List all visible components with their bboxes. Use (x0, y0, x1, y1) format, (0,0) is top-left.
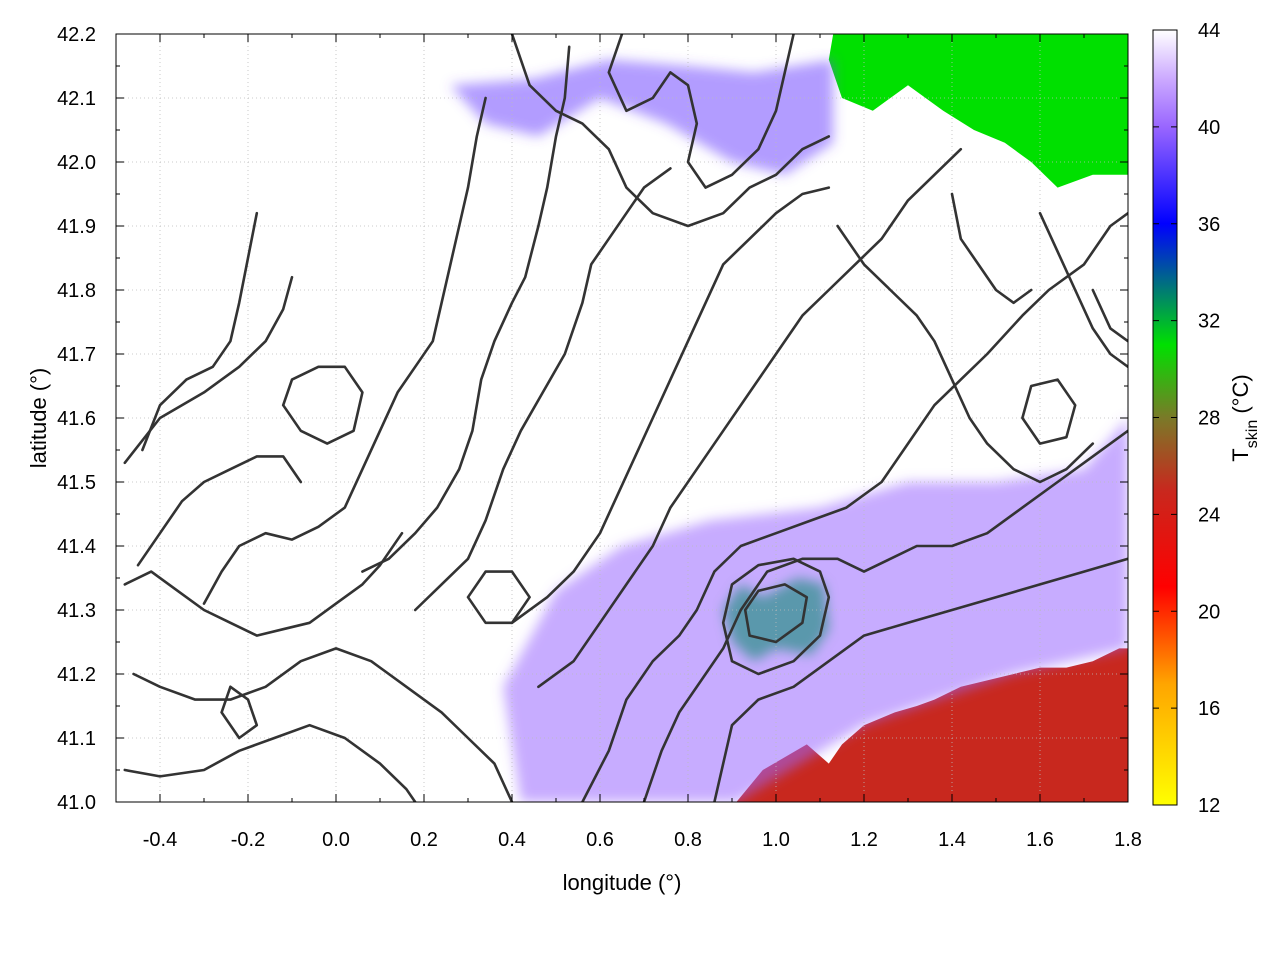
y-tick-label: 41.3 (57, 600, 96, 622)
colorbar-tick-label: 36 (1198, 214, 1220, 236)
contour-line (1021, 378, 1077, 445)
x-tick-label: 1.2 (850, 829, 878, 851)
x-tick-label: 1.0 (762, 829, 790, 851)
colorbar-tick-label: 44 (1198, 20, 1220, 42)
contour-line (413, 167, 672, 612)
colorbar-label-unit: (°C) (1228, 374, 1253, 419)
contour-line (1091, 288, 1128, 343)
x-tick-label: -0.4 (143, 829, 177, 851)
colorbar-ticks: 12 16 20 24 28 32 36 40 44 (1153, 20, 1220, 817)
contour-line (123, 531, 404, 637)
y-tick-label: 41.8 (57, 280, 96, 302)
contour-line (1038, 211, 1128, 369)
contour-line (743, 583, 809, 644)
colorbar-label: Tskin (°C) (1228, 374, 1261, 461)
contour-line (836, 224, 1095, 484)
contour-line (361, 45, 571, 573)
colorbar-tick-label: 20 (1198, 601, 1220, 623)
x-tick-label: 0.2 (410, 829, 438, 851)
colorbar-label-subscript: skin (1244, 420, 1261, 448)
contour-line (466, 570, 531, 625)
y-tick-label: 41.5 (57, 472, 96, 494)
y-axis-ticks: 41.0 41.1 41.2 41.3 41.4 41.5 41.6 41.7 41.8 41.9… (57, 24, 1128, 814)
contour-line (581, 211, 1128, 802)
contour-line (123, 723, 417, 802)
x-tick-label: 0.0 (322, 829, 350, 851)
x-tick-label: 1.6 (1026, 829, 1054, 851)
y-tick-label: 42.2 (57, 24, 96, 46)
contour-line (721, 557, 831, 676)
y-tick-label: 41.0 (57, 792, 96, 814)
contour-line (123, 275, 294, 465)
contour-line (281, 365, 364, 445)
colorbar-tick-label: 24 (1198, 504, 1220, 526)
y-tick-label: 41.7 (57, 344, 96, 366)
contour-line (132, 647, 514, 802)
temperature-field (450, 34, 1128, 802)
x-axis-label: longitude (°) (563, 870, 682, 895)
contour-line (510, 34, 831, 228)
x-tick-label: 0.6 (586, 829, 614, 851)
y-tick-label: 42.1 (57, 88, 96, 110)
contour-line (537, 147, 963, 689)
contour-line (141, 211, 259, 452)
colorbar-tick-label: 28 (1198, 408, 1220, 430)
y-tick-label: 41.1 (57, 728, 96, 750)
region-sea (736, 648, 1128, 802)
contour-line (713, 557, 1128, 802)
contour-line (136, 455, 303, 567)
colorbar-tick-label: 16 (1198, 698, 1220, 720)
x-axis-ticks: -0.4 -0.2 0.0 0.2 0.4 0.6 0.8 1.0 1.2 1.4 1.6 1.8 (115, 34, 1142, 851)
region-hot-northeast (828, 34, 1128, 188)
elevation-contours (123, 34, 1128, 802)
contour-line (642, 429, 1128, 802)
grid (116, 33, 1129, 803)
x-tick-label: 0.4 (498, 829, 526, 851)
colorbar-tick-label: 32 (1198, 311, 1220, 333)
y-axis-label: latitude (°) (26, 368, 51, 469)
contour-line (950, 192, 1033, 305)
contour-line (220, 685, 259, 740)
x-tick-label: 0.8 (674, 829, 702, 851)
y-tick-label: 41.2 (57, 664, 96, 686)
x-tick-label: 1.8 (1114, 829, 1142, 851)
contour-line (202, 96, 487, 605)
contour-line (607, 34, 795, 189)
colorbar-label-main: T (1228, 448, 1253, 461)
y-tick-label: 42.0 (57, 152, 96, 174)
colorbar-tick-label: 12 (1198, 795, 1220, 817)
y-tick-label: 41.4 (57, 536, 96, 558)
contour-line (510, 186, 831, 625)
x-tick-label: 1.4 (938, 829, 966, 851)
colorbar-tick-label: 40 (1198, 117, 1220, 139)
region-cool-north (450, 59, 834, 175)
y-tick-label: 41.9 (57, 216, 96, 238)
x-tick-label: -0.2 (231, 829, 265, 851)
y-tick-label: 41.6 (57, 408, 96, 430)
